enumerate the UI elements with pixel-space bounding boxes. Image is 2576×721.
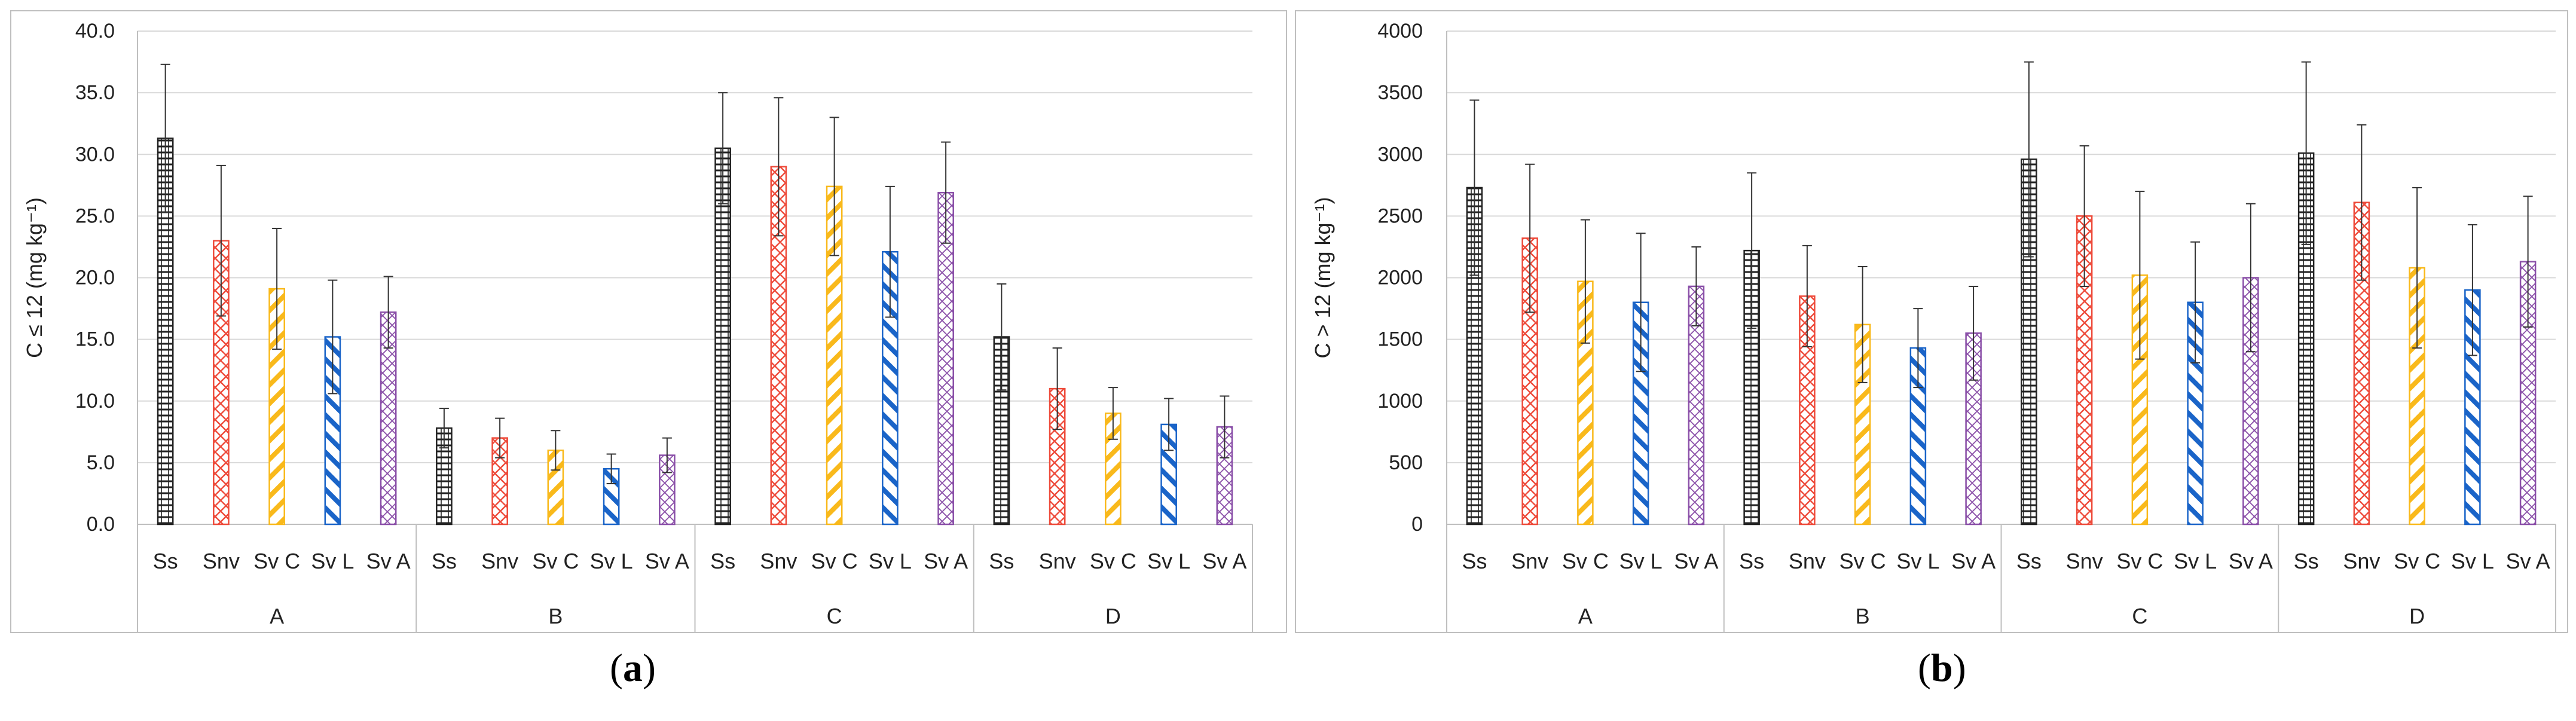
x-tick-label: Sv L bbox=[2174, 549, 2217, 573]
x-tick-label: Sv C bbox=[2116, 549, 2163, 573]
group-label: B bbox=[1856, 604, 1870, 628]
y-tick-label: 1500 bbox=[1377, 328, 1423, 351]
group-label: A bbox=[270, 604, 284, 628]
chart-a: 0.0 5.0 10.0 15.0 20.0 25.0 30.0 35.0 40.0 C ≤ 12… bbox=[10, 10, 1287, 633]
y-tick-label: 2000 bbox=[1377, 267, 1423, 289]
group-label: C bbox=[827, 604, 842, 628]
x-tick-label: Sv C bbox=[1562, 549, 1609, 573]
y-tick-label: 500 bbox=[1389, 451, 1423, 474]
group-label: B bbox=[548, 604, 563, 628]
x-tick-label: Sv C bbox=[2394, 549, 2440, 573]
x-tick-label: Sv L bbox=[1619, 549, 1663, 573]
chart-a-frame bbox=[10, 10, 1287, 633]
chart-b-content: 0 500 1000 1500 2000 2500 3000 3500 4000 C > 12 (… bbox=[1295, 10, 2568, 633]
x-tick-label: Sv A bbox=[2229, 549, 2273, 573]
x-tick-label: Snv bbox=[1789, 549, 1826, 573]
y-tick-label: 10.0 bbox=[75, 390, 115, 413]
group-label: D bbox=[2409, 604, 2425, 628]
y-axis-title: C > 12 (mg kg⁻¹) bbox=[1310, 197, 1335, 358]
x-tick-label: Sv C bbox=[1839, 549, 1886, 573]
x-tick-label: Sv L bbox=[1147, 549, 1190, 573]
x-tick-label: Snv bbox=[760, 549, 797, 573]
x-tick-label: Ss bbox=[153, 549, 178, 573]
x-tick-label: Sv L bbox=[590, 549, 633, 573]
x-tick-label: Sv A bbox=[1202, 549, 1246, 573]
x-tick-label: Ss bbox=[989, 549, 1014, 573]
group-label: A bbox=[1578, 604, 1593, 628]
x-tick-label: Sv A bbox=[1674, 549, 1718, 573]
y-tick-label: 25.0 bbox=[75, 204, 115, 227]
y-tick-label: 30.0 bbox=[75, 143, 115, 166]
panel-label-a: (a) bbox=[610, 646, 656, 690]
x-tick-label: Sv A bbox=[1951, 549, 1996, 573]
group-label: C bbox=[2132, 604, 2147, 628]
y-tick-label: 4000 bbox=[1377, 20, 1423, 42]
y-tick-label: 1000 bbox=[1377, 390, 1423, 413]
y-tick-label: 35.0 bbox=[75, 81, 115, 104]
x-tick-label: Ss bbox=[1739, 549, 1764, 573]
x-tick-label: Sv A bbox=[924, 549, 968, 573]
y-tick-label: 20.0 bbox=[75, 267, 115, 289]
chart-b: 0 500 1000 1500 2000 2500 3000 3500 4000 C > 12 (… bbox=[1295, 10, 2568, 633]
x-tick-label: Ss bbox=[1462, 549, 1487, 573]
x-tick-label: Snv bbox=[1039, 549, 1076, 573]
chart-b-frame bbox=[1295, 10, 2568, 633]
x-tick-label: Snv bbox=[2343, 549, 2380, 573]
x-tick-label: Sv C bbox=[811, 549, 858, 573]
x-tick-label: Sv A bbox=[366, 549, 411, 573]
y-tick-label: 40.0 bbox=[75, 20, 115, 42]
y-tick-label: 3000 bbox=[1377, 143, 1423, 166]
y-tick-label: 0.0 bbox=[87, 513, 115, 536]
x-tick-label: Sv C bbox=[1090, 549, 1136, 573]
x-tick-label: Sv L bbox=[311, 549, 354, 573]
x-tick-label: Sv A bbox=[2506, 549, 2550, 573]
x-tick-label: Snv bbox=[2066, 549, 2103, 573]
x-tick-label: Ss bbox=[2294, 549, 2319, 573]
x-tick-label: Sv C bbox=[532, 549, 579, 573]
y-tick-label: 0 bbox=[1411, 513, 1423, 536]
x-tick-label: Ss bbox=[710, 549, 735, 573]
x-tick-label: Snv bbox=[203, 549, 240, 573]
bar bbox=[1909, 347, 1927, 526]
x-tick-label: Ss bbox=[2016, 549, 2042, 573]
x-tick-label: Sv L bbox=[1896, 549, 1939, 573]
bar bbox=[770, 166, 787, 526]
x-tick-label: Snv bbox=[481, 549, 518, 573]
group-label: D bbox=[1105, 604, 1121, 628]
x-tick-label: Sv L bbox=[869, 549, 912, 573]
panel-label-b: (b) bbox=[1918, 646, 1966, 690]
x-tick-label: Sv L bbox=[2451, 549, 2494, 573]
y-tick-label: 3500 bbox=[1377, 81, 1423, 104]
x-tick-label: Ss bbox=[432, 549, 457, 573]
x-tick-label: Snv bbox=[1511, 549, 1548, 573]
y-tick-label: 2500 bbox=[1377, 204, 1423, 227]
bar bbox=[826, 185, 843, 526]
bar bbox=[2187, 301, 2204, 526]
x-tick-label: Sv C bbox=[253, 549, 300, 573]
y-tick-label: 15.0 bbox=[75, 328, 115, 351]
x-tick-label: Sv A bbox=[645, 549, 689, 573]
bar bbox=[714, 147, 731, 526]
y-tick-label: 5.0 bbox=[87, 451, 115, 474]
y-axis-title: C ≤ 12 (mg kg⁻¹) bbox=[22, 197, 47, 358]
chart-a-content: 0.0 5.0 10.0 15.0 20.0 25.0 30.0 35.0 40.0 C ≤ 12… bbox=[10, 10, 1287, 633]
